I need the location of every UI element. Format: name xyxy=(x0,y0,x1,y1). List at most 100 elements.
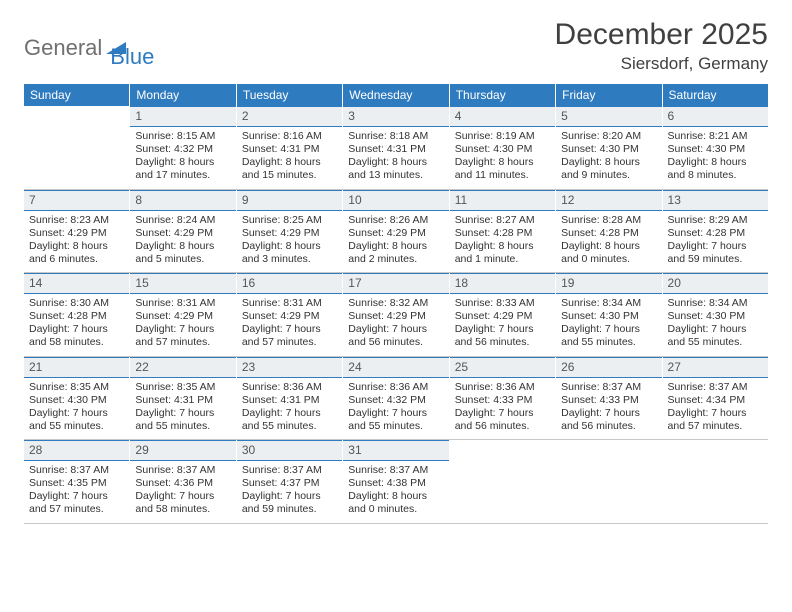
day-body: Sunrise: 8:16 AMSunset: 4:31 PMDaylight:… xyxy=(237,127,342,189)
calendar-cell: 11Sunrise: 8:27 AMSunset: 4:28 PMDayligh… xyxy=(450,190,556,273)
day-number: 4 xyxy=(450,106,555,127)
sunset-text: Sunset: 4:32 PM xyxy=(348,394,443,407)
day-body xyxy=(663,461,768,470)
sunrise-text: Sunrise: 8:37 AM xyxy=(135,464,230,477)
calendar-cell xyxy=(24,106,130,189)
daylight-text: Daylight: 7 hours and 56 minutes. xyxy=(561,407,656,433)
daylight-text: Daylight: 7 hours and 55 minutes. xyxy=(135,407,230,433)
day-number: 18 xyxy=(450,273,555,294)
calendar-cell: 28Sunrise: 8:37 AMSunset: 4:35 PMDayligh… xyxy=(24,440,130,523)
day-body: Sunrise: 8:31 AMSunset: 4:29 PMDaylight:… xyxy=(237,294,342,356)
daylight-text: Daylight: 7 hours and 58 minutes. xyxy=(29,323,124,349)
daylight-text: Daylight: 8 hours and 15 minutes. xyxy=(242,156,337,182)
day-number: 16 xyxy=(237,273,342,294)
day-header-friday: Friday xyxy=(556,84,662,106)
sunrise-text: Sunrise: 8:37 AM xyxy=(561,381,656,394)
day-number: 8 xyxy=(130,190,235,211)
sunset-text: Sunset: 4:29 PM xyxy=(242,227,337,240)
sunrise-text: Sunrise: 8:27 AM xyxy=(455,214,550,227)
daylight-text: Daylight: 8 hours and 0 minutes. xyxy=(348,490,443,516)
day-header-thursday: Thursday xyxy=(450,84,556,106)
day-body: Sunrise: 8:36 AMSunset: 4:32 PMDaylight:… xyxy=(343,378,448,440)
sunrise-text: Sunrise: 8:35 AM xyxy=(29,381,124,394)
week-row: 14Sunrise: 8:30 AMSunset: 4:28 PMDayligh… xyxy=(24,273,768,357)
calendar-cell xyxy=(450,440,556,523)
sunrise-text: Sunrise: 8:36 AM xyxy=(455,381,550,394)
sunrise-text: Sunrise: 8:26 AM xyxy=(348,214,443,227)
sunrise-text: Sunrise: 8:31 AM xyxy=(242,297,337,310)
day-body: Sunrise: 8:37 AMSunset: 4:37 PMDaylight:… xyxy=(237,461,342,523)
day-number xyxy=(556,440,661,461)
page-subtitle: Siersdorf, Germany xyxy=(555,54,768,74)
calendar-cell: 17Sunrise: 8:32 AMSunset: 4:29 PMDayligh… xyxy=(343,273,449,356)
day-number: 25 xyxy=(450,357,555,378)
sunrise-text: Sunrise: 8:21 AM xyxy=(668,130,763,143)
daylight-text: Daylight: 7 hours and 57 minutes. xyxy=(29,490,124,516)
daylight-text: Daylight: 8 hours and 13 minutes. xyxy=(348,156,443,182)
sunset-text: Sunset: 4:37 PM xyxy=(242,477,337,490)
sunset-text: Sunset: 4:36 PM xyxy=(135,477,230,490)
sunrise-text: Sunrise: 8:36 AM xyxy=(348,381,443,394)
calendar-cell: 29Sunrise: 8:37 AMSunset: 4:36 PMDayligh… xyxy=(130,440,236,523)
calendar-cell: 8Sunrise: 8:24 AMSunset: 4:29 PMDaylight… xyxy=(130,190,236,273)
daylight-text: Daylight: 7 hours and 55 minutes. xyxy=(561,323,656,349)
day-body: Sunrise: 8:24 AMSunset: 4:29 PMDaylight:… xyxy=(130,211,235,273)
sunset-text: Sunset: 4:31 PM xyxy=(135,394,230,407)
calendar: Sunday Monday Tuesday Wednesday Thursday… xyxy=(24,84,768,524)
sunrise-text: Sunrise: 8:24 AM xyxy=(135,214,230,227)
calendar-cell: 6Sunrise: 8:21 AMSunset: 4:30 PMDaylight… xyxy=(663,106,768,189)
day-body: Sunrise: 8:37 AMSunset: 4:35 PMDaylight:… xyxy=(24,461,129,523)
sunrise-text: Sunrise: 8:29 AM xyxy=(668,214,763,227)
sunset-text: Sunset: 4:35 PM xyxy=(29,477,124,490)
calendar-cell: 24Sunrise: 8:36 AMSunset: 4:32 PMDayligh… xyxy=(343,357,449,440)
day-body: Sunrise: 8:19 AMSunset: 4:30 PMDaylight:… xyxy=(450,127,555,189)
day-number: 26 xyxy=(556,357,661,378)
day-number: 3 xyxy=(343,106,448,127)
calendar-cell: 21Sunrise: 8:35 AMSunset: 4:30 PMDayligh… xyxy=(24,357,130,440)
daylight-text: Daylight: 7 hours and 57 minutes. xyxy=(242,323,337,349)
day-header-saturday: Saturday xyxy=(663,84,768,106)
day-number: 19 xyxy=(556,273,661,294)
day-number: 11 xyxy=(450,190,555,211)
day-number: 17 xyxy=(343,273,448,294)
day-body: Sunrise: 8:37 AMSunset: 4:34 PMDaylight:… xyxy=(663,378,768,440)
sunset-text: Sunset: 4:29 PM xyxy=(135,227,230,240)
sunset-text: Sunset: 4:28 PM xyxy=(455,227,550,240)
calendar-cell: 2Sunrise: 8:16 AMSunset: 4:31 PMDaylight… xyxy=(237,106,343,189)
daylight-text: Daylight: 7 hours and 59 minutes. xyxy=(242,490,337,516)
day-number: 7 xyxy=(24,190,129,211)
sunrise-text: Sunrise: 8:34 AM xyxy=(561,297,656,310)
sunset-text: Sunset: 4:29 PM xyxy=(348,227,443,240)
calendar-cell: 22Sunrise: 8:35 AMSunset: 4:31 PMDayligh… xyxy=(130,357,236,440)
day-body: Sunrise: 8:34 AMSunset: 4:30 PMDaylight:… xyxy=(663,294,768,356)
logo: General Blue xyxy=(24,18,154,70)
day-number: 23 xyxy=(237,357,342,378)
day-number: 6 xyxy=(663,106,768,127)
daylight-text: Daylight: 7 hours and 59 minutes. xyxy=(668,240,763,266)
day-number: 5 xyxy=(556,106,661,127)
week-row: 1Sunrise: 8:15 AMSunset: 4:32 PMDaylight… xyxy=(24,106,768,190)
title-block: December 2025 Siersdorf, Germany xyxy=(555,18,768,74)
sunset-text: Sunset: 4:34 PM xyxy=(668,394,763,407)
calendar-cell: 1Sunrise: 8:15 AMSunset: 4:32 PMDaylight… xyxy=(130,106,236,189)
calendar-cell: 14Sunrise: 8:30 AMSunset: 4:28 PMDayligh… xyxy=(24,273,130,356)
sunrise-text: Sunrise: 8:31 AM xyxy=(135,297,230,310)
day-number: 1 xyxy=(130,106,235,127)
daylight-text: Daylight: 7 hours and 56 minutes. xyxy=(455,407,550,433)
daylight-text: Daylight: 8 hours and 0 minutes. xyxy=(561,240,656,266)
calendar-cell: 15Sunrise: 8:31 AMSunset: 4:29 PMDayligh… xyxy=(130,273,236,356)
day-number: 10 xyxy=(343,190,448,211)
daylight-text: Daylight: 7 hours and 55 minutes. xyxy=(242,407,337,433)
sunset-text: Sunset: 4:29 PM xyxy=(348,310,443,323)
daylight-text: Daylight: 8 hours and 8 minutes. xyxy=(668,156,763,182)
daylight-text: Daylight: 8 hours and 6 minutes. xyxy=(29,240,124,266)
sunset-text: Sunset: 4:30 PM xyxy=(561,143,656,156)
daylight-text: Daylight: 7 hours and 55 minutes. xyxy=(348,407,443,433)
week-row: 21Sunrise: 8:35 AMSunset: 4:30 PMDayligh… xyxy=(24,357,768,441)
sunrise-text: Sunrise: 8:25 AM xyxy=(242,214,337,227)
day-body: Sunrise: 8:23 AMSunset: 4:29 PMDaylight:… xyxy=(24,211,129,273)
day-header-sunday: Sunday xyxy=(24,84,130,106)
calendar-cell: 18Sunrise: 8:33 AMSunset: 4:29 PMDayligh… xyxy=(450,273,556,356)
sunrise-text: Sunrise: 8:37 AM xyxy=(668,381,763,394)
calendar-cell: 3Sunrise: 8:18 AMSunset: 4:31 PMDaylight… xyxy=(343,106,449,189)
